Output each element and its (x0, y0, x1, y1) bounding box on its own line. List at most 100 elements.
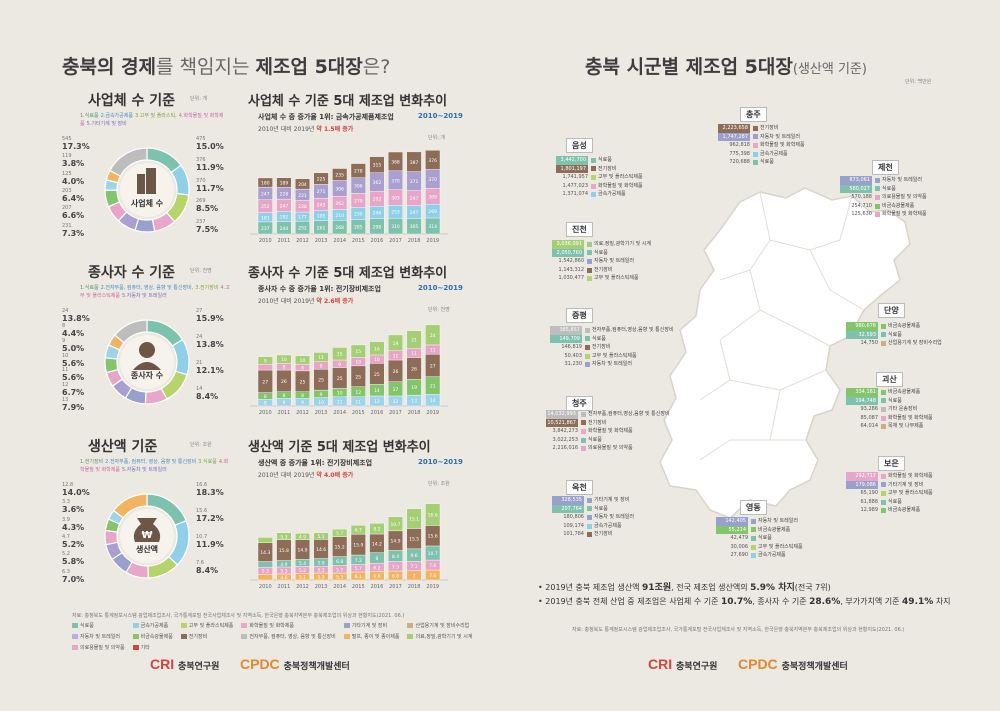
bar-chart-unit: 단위: 천명 (428, 307, 450, 313)
bar-segment (257, 363, 273, 371)
region-item: 328,535 기타기계 및 장비 (552, 496, 634, 505)
bar-segment (406, 151, 422, 172)
bar-segment (332, 528, 348, 537)
donut-unit-1: 단위: 천명 (190, 268, 212, 274)
legend-item: 전기장비 (180, 633, 234, 640)
bar-value-label: 11 (430, 348, 436, 354)
bar-value-label: 21 (430, 384, 436, 390)
bar-value-label: 230 (354, 212, 363, 218)
bar-value-label: 5.1 (318, 568, 325, 574)
bar-segment (369, 523, 385, 535)
donut-pct-left: 545 17.3% (62, 136, 90, 151)
region-item-swatch (753, 160, 758, 166)
bar-value-label: 376 (428, 158, 437, 164)
donut-pct-left: 207 6.6% (62, 205, 85, 221)
bar-chart-range: 2010~2019 (418, 112, 463, 120)
region-item-label: 화학물질 및 화학제품 (888, 473, 933, 479)
region-item-value: 61,888 (860, 498, 879, 505)
bar-x-tick: 2019 (426, 584, 439, 590)
region-item: 1,371,074 금속가공제품 (556, 190, 643, 199)
region-item-value: 14,750 (860, 340, 879, 347)
bar-value-label: 261 (317, 225, 326, 231)
region-item-swatch (587, 523, 592, 529)
region-item-label: 식료품 (758, 535, 772, 542)
donut-slice (109, 147, 148, 177)
region-item-label: 자동차 및 트레일러 (592, 361, 632, 368)
bar-value-label: 26 (411, 366, 417, 372)
legend-swatch (407, 634, 414, 639)
bar-value-label: 177 (298, 215, 307, 221)
donut-pct-left: 231 7.3% (62, 222, 85, 238)
region-list-0: 2,223,658 전기장비 1,747,287 자동차 및 트레일러 962,818 화… (718, 124, 805, 167)
bar-value-label: 14.6 (316, 547, 326, 553)
donut-title-1: 종사자 수 기준 (88, 265, 176, 281)
bar-value-label: 11 (411, 351, 417, 357)
region-item-swatch (587, 276, 592, 282)
donut-center-label: 생산액 (136, 544, 158, 554)
right-source: 자료: 충청북도 통계정보시스템 광업제조업조사, 국가통계포털 전국사업체조사… (572, 627, 905, 633)
region-item-value: 1,143,312 (558, 266, 584, 273)
bar-value-label: 21 (411, 338, 417, 344)
legend-item: 의료,정밀,광학기기 및 시계 (407, 633, 472, 640)
region-item-label: 고무 및 플라스틱제품 (758, 543, 803, 550)
region-name-4: 단양 (878, 303, 905, 318)
region-item-swatch (751, 535, 756, 541)
region-item-label: 기타기계 및 장비 (594, 497, 630, 503)
region-item-swatch (585, 327, 590, 333)
bar-chart-sub2: 2010년 대비 2019년 약 2.6배 증가 (258, 298, 354, 305)
bar-segment (350, 344, 366, 358)
svg-text:₩: ₩ (141, 530, 152, 541)
region-item-swatch (753, 125, 758, 131)
region-item-swatch (875, 177, 880, 183)
donut-pct-left: 6.3 7.0% (62, 568, 85, 584)
region-item-value: 775,398 (729, 150, 750, 157)
bar-value-label: 246 (373, 210, 382, 216)
region-item-swatch (585, 353, 590, 359)
region-item-value: 1,741,957 (562, 174, 588, 181)
region-item-swatch (753, 134, 758, 140)
region-item: 580,027 식료품 (840, 184, 927, 194)
region-item-swatch (881, 482, 886, 488)
bar-value-label: 309 (428, 194, 437, 200)
region-item-value: 720,688 (729, 159, 750, 166)
bar-value-label: 303 (391, 195, 400, 201)
donut-center-label: 사업체 수 (131, 198, 164, 208)
region-item-value: 2,216,016 (552, 445, 578, 452)
region-item: 146,819 전기장비 (550, 343, 674, 352)
bar-value-label: 10 (374, 357, 380, 363)
legend-item: 식료품 (72, 622, 125, 629)
region-item-value: 570,188 (851, 194, 872, 201)
region-item-value: 50,403 (564, 352, 583, 359)
bar-value-label: 9 (320, 363, 323, 369)
legend-item: 의료용물질 및 의약품 (72, 644, 125, 651)
region-list-5: 385,657 전자부품,컴퓨터,영상,음향 및 통신장비 149,709 식료품 14… (550, 326, 674, 369)
region-item-swatch (751, 544, 756, 550)
bar-x-tick: 2012 (296, 238, 309, 244)
region-item-label: 식료품 (882, 185, 896, 192)
bar-value-label: 6.1 (355, 574, 362, 580)
region-name-9: 옥천 (566, 480, 593, 495)
bar-chart-sub1: 종사자 수 중 증가율 1위: 전기장비제조업 (258, 285, 381, 293)
bar-value-label: 310 (391, 224, 400, 230)
map-shape (659, 187, 911, 519)
bar-value-label: 19 (411, 385, 417, 391)
legend-item: 고무 및 플라스틱제품 (180, 622, 233, 629)
bar-value-label: 25 (300, 379, 306, 385)
bar-value-label: 298 (373, 224, 382, 230)
donut-category: 2.전자부품, 컴퓨터, 영상, 음향 및 통신장비 (105, 459, 197, 465)
bar-value-label: 297 (410, 196, 419, 202)
legend-item: 펄프, 종이 및 종이제품 (343, 633, 399, 640)
donut-category: 4.고무 및 플라스틱제품 (80, 285, 230, 299)
bar-value-label: 7 (413, 573, 416, 579)
region-item: 3,842,273 화학물질 및 화학제품 (546, 427, 670, 436)
left-source: 자료: 충청북도 통계정보시스템 광업제조업조사, 국가통계포털 전국사업체조사… (72, 613, 405, 619)
bar-x-tick: 2013 (315, 238, 328, 244)
region-item-swatch (581, 420, 586, 426)
donut-chart-0: 사업체 수 (99, 142, 195, 238)
region-item-label: 전기장비 (592, 344, 611, 351)
bar-x-tick: 2017 (389, 238, 402, 244)
bar-value-label: 371 (410, 179, 419, 185)
donut-categories-2: 1.전기장비 2.전자부품, 컴퓨터, 영상, 음향 및 통신장비 3.식료품 4.화… (80, 458, 230, 474)
region-item-label: 비금속광물제품 (882, 202, 915, 209)
bar-value-label: 4.9 (280, 562, 287, 568)
